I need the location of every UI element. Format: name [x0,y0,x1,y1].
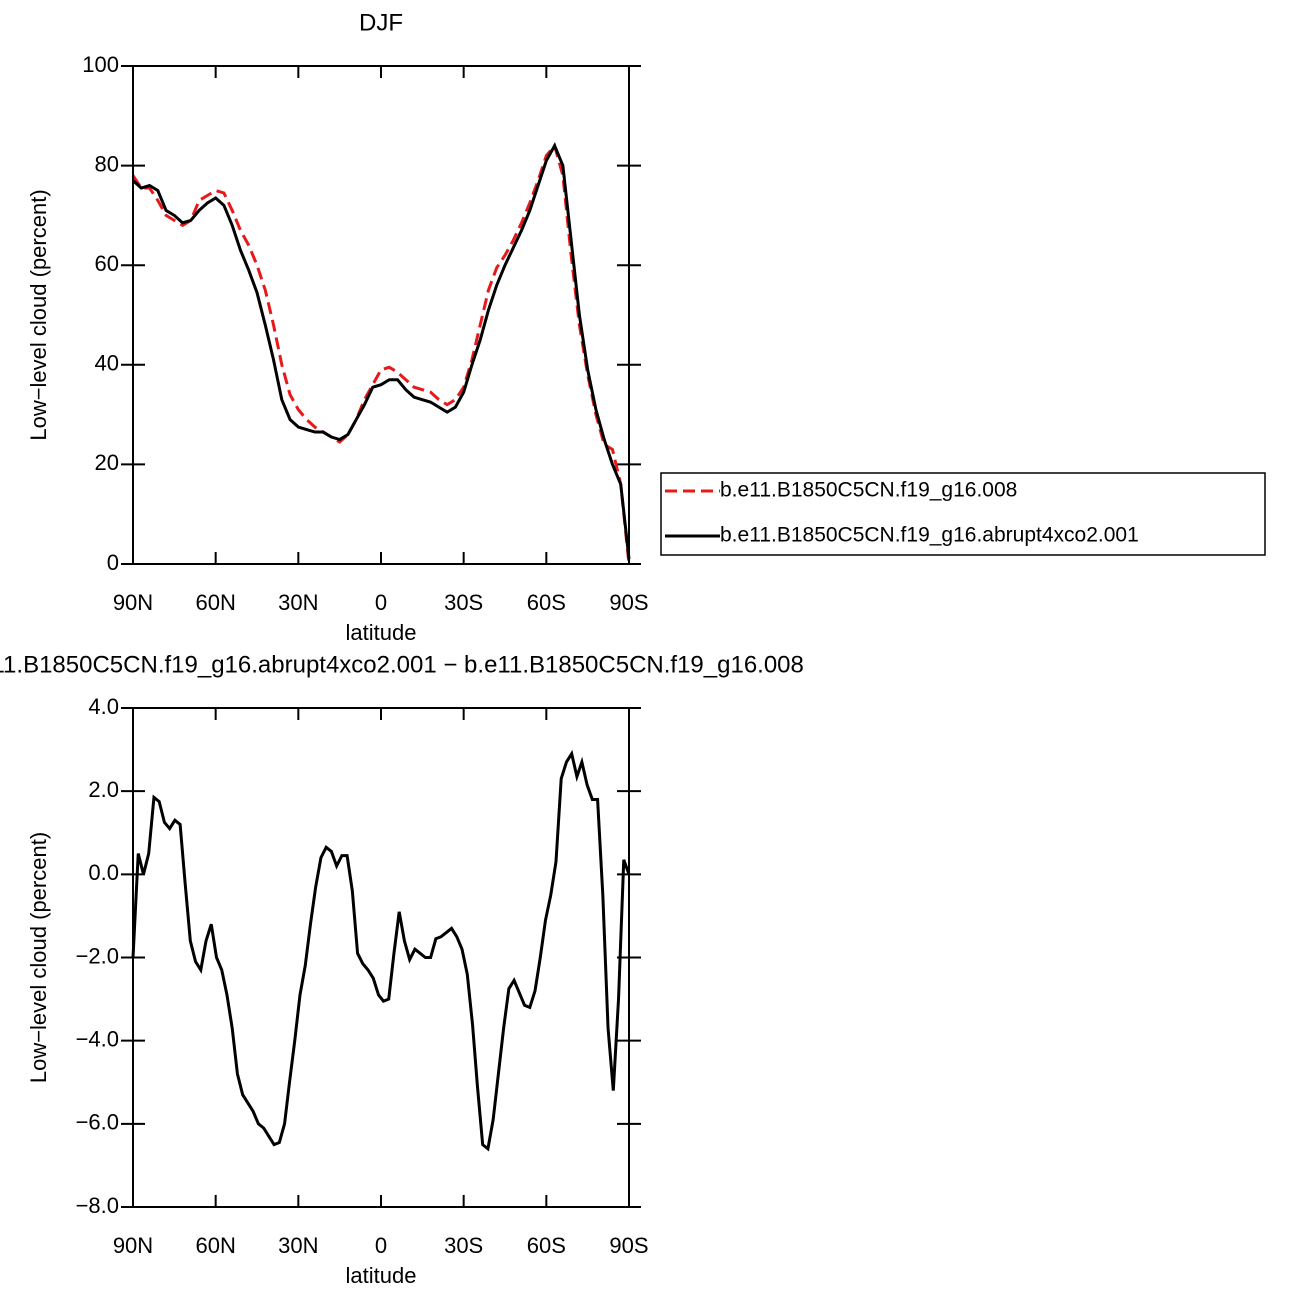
x-tick-label: 60N [195,590,235,615]
x-tick-label: 30N [278,590,318,615]
x-axis-label: latitude [346,620,417,645]
y-axis-label: Low−level cloud (percent) [26,189,51,440]
x-tick-label: 30N [278,1233,318,1258]
legend-label: b.e11.B1850C5CN.f19_g16.abrupt4xco2.001 [720,524,1139,547]
chart-title: DJF [359,9,403,36]
x-tick-label: 90N [113,1233,153,1258]
y-tick-label: −6.0 [76,1110,119,1135]
y-tick-label: −4.0 [76,1026,119,1051]
plot-frame [132,707,630,1208]
data-line [131,749,631,1152]
plot-frame [132,65,630,565]
chart-title: b.e11.B1850C5CN.f19_g16.abrupt4xco2.001 … [0,651,804,678]
y-tick-label: 0.0 [88,860,119,885]
y-tick-label: 40 [95,351,119,376]
x-tick-label: 90S [609,590,648,615]
y-axis-label: Low−level cloud (percent) [26,832,51,1083]
y-tick-label: 100 [82,52,119,77]
data-line [131,142,631,560]
y-tick-label: 4.0 [88,694,119,719]
x-axis-label: latitude [346,1263,417,1288]
x-tick-label: 0 [375,590,387,615]
y-tick-label: −2.0 [76,943,119,968]
x-tick-label: 90S [609,1233,648,1258]
legend-box [660,472,1266,556]
x-tick-label: 60S [527,1233,566,1258]
x-tick-label: 30S [444,590,483,615]
y-tick-label: 60 [95,251,119,276]
data-line [131,142,631,565]
y-tick-label: −8.0 [76,1193,119,1218]
x-tick-label: 60S [527,590,566,615]
x-tick-label: 0 [375,1233,387,1258]
y-tick-label: 2.0 [88,777,119,802]
legend-label: b.e11.B1850C5CN.f19_g16.008 [720,479,1017,502]
y-tick-label: 20 [95,450,119,475]
y-tick-label: 0 [107,550,119,575]
y-tick-label: 80 [95,151,119,176]
x-tick-label: 90N [113,590,153,615]
x-tick-label: 30S [444,1233,483,1258]
x-tick-label: 60N [195,1233,235,1258]
